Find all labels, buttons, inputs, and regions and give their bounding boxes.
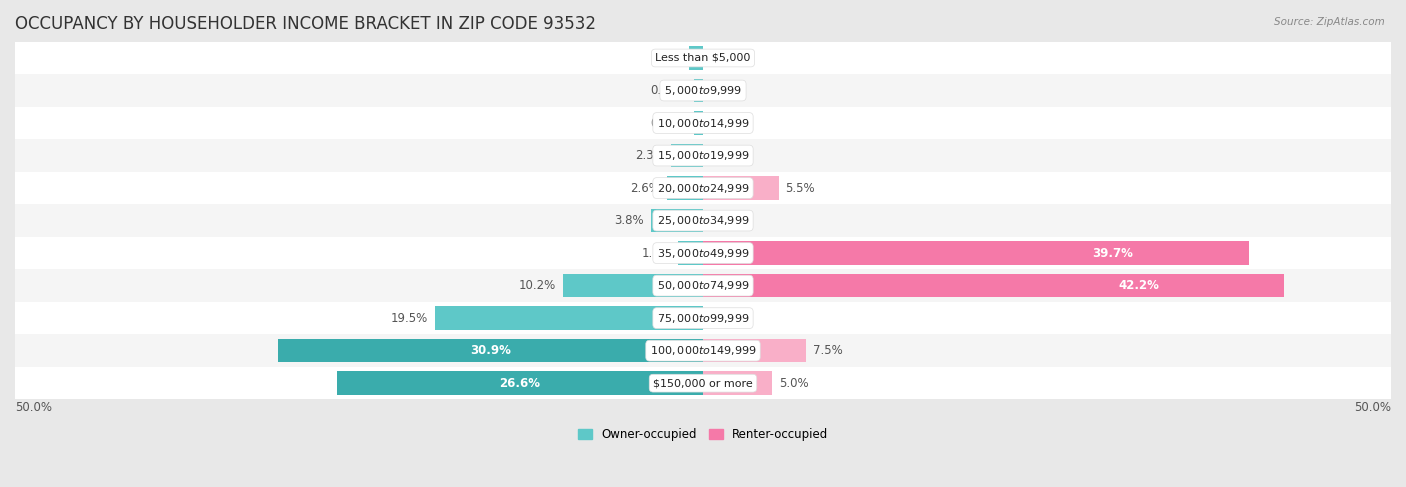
- Text: 50.0%: 50.0%: [1354, 401, 1391, 414]
- Text: $150,000 or more: $150,000 or more: [654, 378, 752, 388]
- Text: 2.6%: 2.6%: [630, 182, 661, 195]
- Text: $20,000 to $24,999: $20,000 to $24,999: [657, 182, 749, 195]
- Bar: [668, 176, 703, 200]
- Text: 0.64%: 0.64%: [650, 84, 688, 97]
- Bar: [15, 107, 1391, 139]
- Text: $75,000 to $99,999: $75,000 to $99,999: [657, 312, 749, 325]
- Bar: [689, 46, 703, 70]
- Bar: [695, 112, 703, 135]
- Bar: [671, 144, 703, 167]
- Text: $50,000 to $74,999: $50,000 to $74,999: [657, 279, 749, 292]
- Text: 19.5%: 19.5%: [391, 312, 427, 325]
- Bar: [15, 205, 1391, 237]
- Text: OCCUPANCY BY HOUSEHOLDER INCOME BRACKET IN ZIP CODE 93532: OCCUPANCY BY HOUSEHOLDER INCOME BRACKET …: [15, 15, 596, 33]
- Text: $25,000 to $34,999: $25,000 to $34,999: [657, 214, 749, 227]
- Text: 50.0%: 50.0%: [15, 401, 52, 414]
- Text: 39.7%: 39.7%: [1092, 246, 1133, 260]
- Bar: [15, 237, 1391, 269]
- Bar: [15, 74, 1391, 107]
- Bar: [15, 172, 1391, 205]
- Text: 10.2%: 10.2%: [519, 279, 555, 292]
- Bar: [703, 242, 1250, 265]
- Text: 5.5%: 5.5%: [786, 182, 815, 195]
- Text: 42.2%: 42.2%: [1118, 279, 1159, 292]
- Bar: [678, 242, 703, 265]
- Bar: [703, 176, 779, 200]
- Text: $35,000 to $49,999: $35,000 to $49,999: [657, 246, 749, 260]
- Bar: [15, 42, 1391, 74]
- Bar: [15, 269, 1391, 302]
- Text: Less than $5,000: Less than $5,000: [655, 53, 751, 63]
- Text: $5,000 to $9,999: $5,000 to $9,999: [664, 84, 742, 97]
- Bar: [703, 339, 806, 362]
- Text: 1.8%: 1.8%: [641, 246, 671, 260]
- Bar: [695, 79, 703, 102]
- Bar: [337, 372, 703, 395]
- Text: 26.6%: 26.6%: [499, 376, 540, 390]
- Text: 7.5%: 7.5%: [813, 344, 842, 357]
- Text: 1.0%: 1.0%: [652, 52, 682, 64]
- Text: 0.64%: 0.64%: [650, 116, 688, 130]
- Bar: [15, 335, 1391, 367]
- Bar: [15, 302, 1391, 335]
- Bar: [15, 367, 1391, 399]
- Legend: Owner-occupied, Renter-occupied: Owner-occupied, Renter-occupied: [572, 423, 834, 446]
- Text: $10,000 to $14,999: $10,000 to $14,999: [657, 116, 749, 130]
- Bar: [651, 209, 703, 232]
- Bar: [434, 306, 703, 330]
- Text: $15,000 to $19,999: $15,000 to $19,999: [657, 149, 749, 162]
- Text: $100,000 to $149,999: $100,000 to $149,999: [650, 344, 756, 357]
- Text: Source: ZipAtlas.com: Source: ZipAtlas.com: [1274, 17, 1385, 27]
- Text: 30.9%: 30.9%: [470, 344, 510, 357]
- Bar: [15, 139, 1391, 172]
- Text: 2.3%: 2.3%: [634, 149, 665, 162]
- Bar: [562, 274, 703, 298]
- Bar: [278, 339, 703, 362]
- Text: 5.0%: 5.0%: [779, 376, 808, 390]
- Bar: [703, 372, 772, 395]
- Bar: [703, 274, 1284, 298]
- Text: 3.8%: 3.8%: [614, 214, 644, 227]
